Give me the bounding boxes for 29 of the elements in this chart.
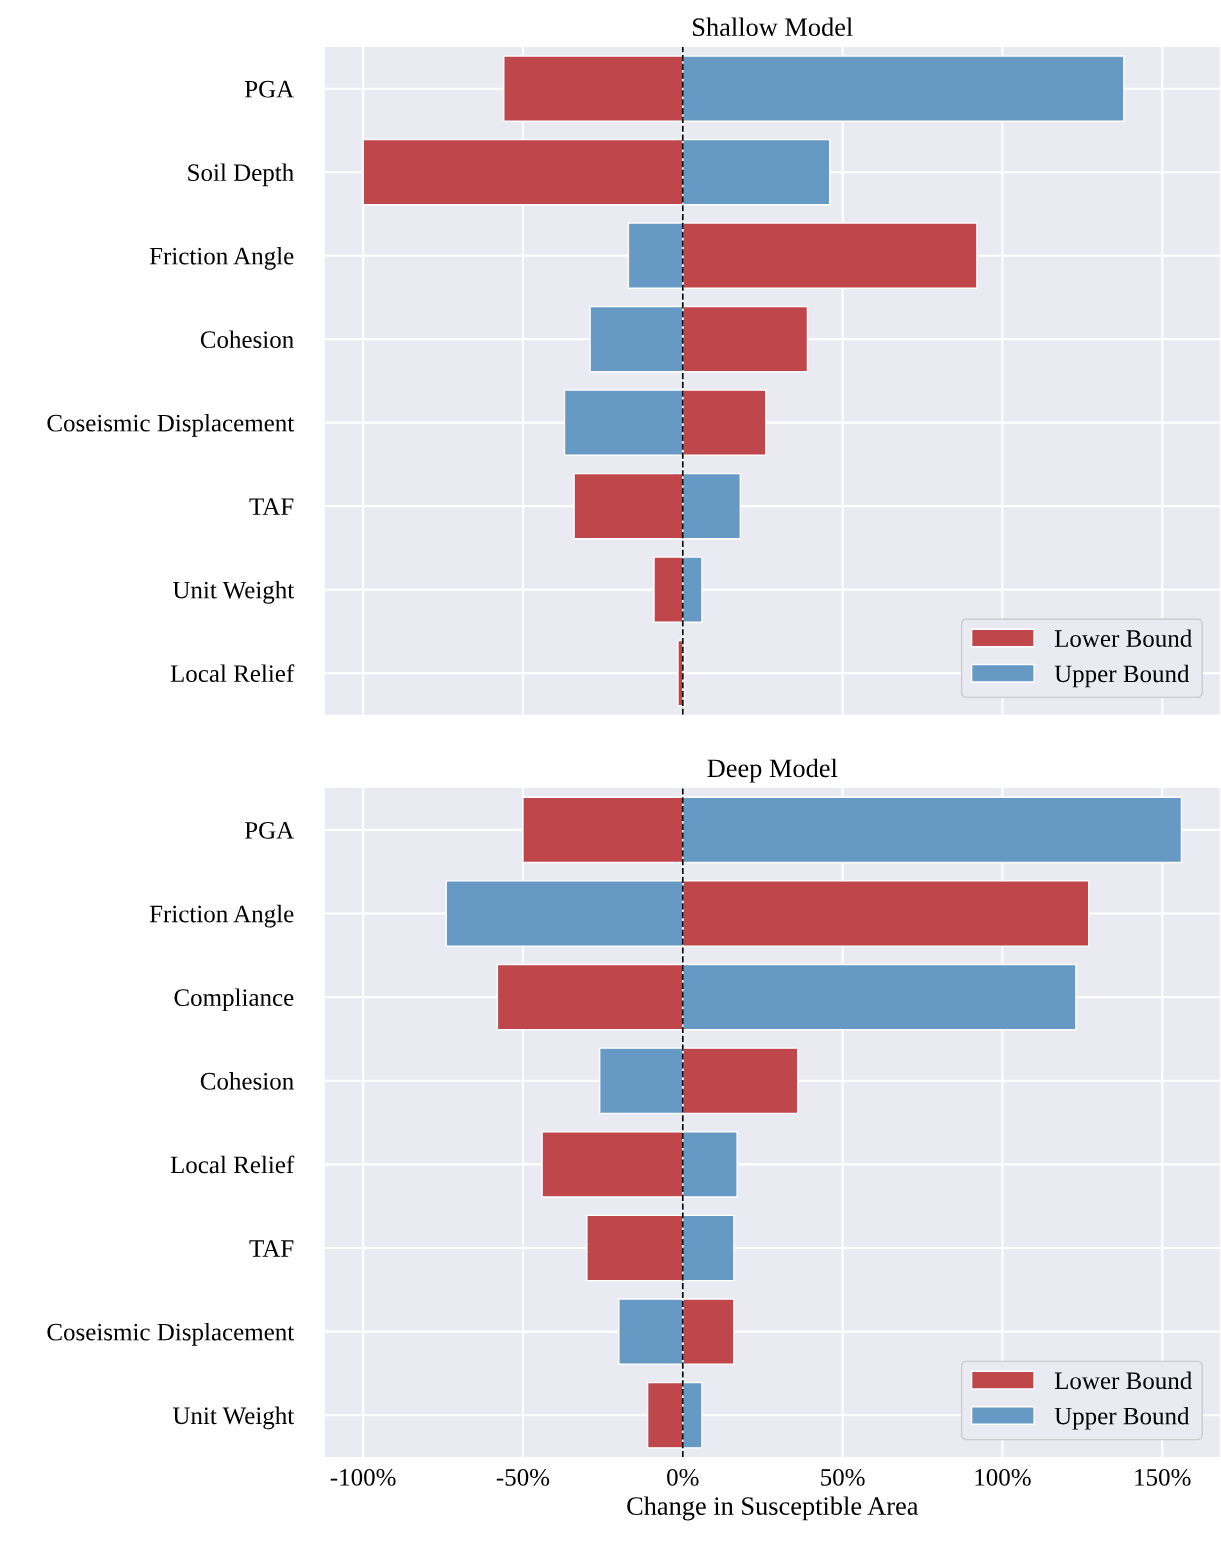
y-tick-label: Friction Angle	[149, 904, 294, 928]
chart-title: Deep Model	[707, 758, 838, 783]
y-tick-label: Unit Weight	[172, 580, 295, 604]
y-tick-label: PGA	[244, 80, 295, 98]
y-tick-label: Cohesion	[200, 1072, 294, 1090]
y-tick-label: Compliance	[174, 988, 294, 1012]
legend-label: Upper Bound	[1054, 1406, 1190, 1430]
y-tick-label: TAF	[249, 498, 294, 515]
chart-title: Shallow Model	[693, 17, 853, 37]
x-axis-title: Change in Susceptible Area	[627, 1496, 919, 1521]
x-tick-label: -100%	[330, 1468, 396, 1486]
y-tick-label: Unit Weight	[172, 1406, 295, 1430]
x-tick-label: 150%	[1135, 1468, 1191, 1486]
legend-label: Lower Bound	[1054, 1371, 1192, 1390]
y-tick-label: Coseismic Displacement	[47, 1322, 295, 1346]
legend-label: Upper Bound	[1054, 664, 1190, 688]
x-tick-label: -50%	[496, 1468, 550, 1486]
y-tick-label: PGA	[244, 821, 295, 839]
y-tick-label: Coseismic Displacement	[47, 413, 295, 437]
legend-label: Lower Bound	[1054, 629, 1192, 647]
x-tick-label: 100%	[975, 1468, 1031, 1486]
x-tick-label: 50%	[821, 1468, 865, 1486]
y-tick-label: TAF	[249, 1240, 294, 1257]
y-tick-label: Friction Angle	[149, 246, 294, 270]
y-tick-label: Soil Depth	[188, 163, 294, 187]
y-tick-label: Cohesion	[200, 330, 294, 349]
y-tick-label: Local Relief	[170, 1155, 295, 1174]
x-tick-label: 0%	[667, 1468, 699, 1486]
y-tick-label: Local Relief	[170, 664, 295, 683]
